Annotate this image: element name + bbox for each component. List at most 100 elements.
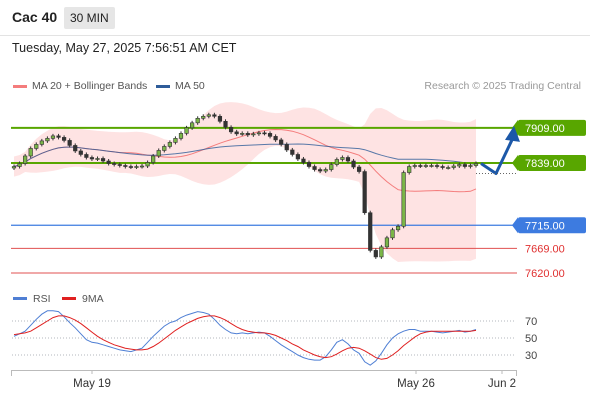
- candle-body-26: [156, 150, 161, 157]
- rsi-legend-ma: 9MA: [82, 293, 104, 305]
- candle-body-75: [429, 165, 434, 167]
- candle-body-24: [145, 162, 150, 167]
- candle-body-76: [434, 165, 440, 167]
- candle-body-52: [301, 158, 306, 163]
- candle-body-22: [134, 166, 139, 168]
- timestamp: Tuesday, May 27, 2025 7:56:51 AM CET: [12, 41, 237, 55]
- symbol-title: Cac 40: [12, 9, 58, 25]
- candle-body-25: [151, 155, 156, 163]
- x-axis: May 19 May 26 Jun 2: [11, 370, 517, 390]
- rsi-reference-lines: 70 50 30: [12, 316, 537, 362]
- candle-body-9: [61, 137, 67, 141]
- candle-body-50: [290, 149, 295, 155]
- x-axis-labels: May 19 May 26 Jun 2: [73, 370, 516, 390]
- candle-body-32: [190, 122, 195, 129]
- level-pointer-2: [512, 217, 518, 234]
- candle-body-44: [256, 132, 262, 135]
- candle-body-49: [284, 144, 289, 151]
- candle-body-14: [89, 157, 95, 160]
- candle-body-5: [39, 140, 44, 145]
- candle-body-68: [390, 229, 395, 239]
- rsi-panel: 70 50 30 RSI 9MA: [12, 293, 537, 366]
- candle-body-30: [178, 133, 184, 139]
- research-credit: Research © 2025 Trading Central: [424, 80, 581, 92]
- header-divider: [0, 35, 590, 36]
- candle-body-16: [100, 158, 106, 162]
- ma50-line: [13, 143, 477, 167]
- candle-body-47: [273, 136, 278, 141]
- candle-body-69: [395, 225, 401, 231]
- candle-body-7: [50, 135, 56, 139]
- rsi-ref-label-30: 30: [525, 350, 537, 362]
- level-pointer-1: [512, 155, 518, 171]
- candle-body-23: [139, 165, 145, 168]
- candle-body-42: [245, 133, 250, 136]
- level-box-0: [518, 119, 586, 136]
- ma50-swatch: [156, 84, 170, 88]
- candle-body-70: [401, 172, 406, 227]
- forecast-arrow-head: [505, 125, 520, 142]
- candle-body-43: [251, 133, 256, 136]
- bollinger-swatch: [13, 84, 27, 88]
- level-label-0: 7909.00: [525, 123, 565, 135]
- candle-body-64: [368, 212, 373, 251]
- candle-body-39: [228, 127, 234, 133]
- candle-body-13: [84, 154, 89, 158]
- candle-body-0: [11, 166, 17, 169]
- candle-body-2: [23, 155, 28, 164]
- candle-body-4: [34, 144, 39, 149]
- level-box-2: [518, 217, 586, 234]
- candle-body-40: [234, 131, 239, 135]
- candle-body-56: [323, 169, 328, 172]
- candle-body-65: [373, 250, 378, 258]
- price-levels: 7909.00 7839.00 7715.00 7669.00 7620.00: [11, 119, 586, 280]
- candle-body-79: [451, 165, 456, 168]
- candle-body-3: [28, 148, 33, 157]
- candle-body-63: [362, 171, 367, 214]
- candle-body-28: [167, 142, 172, 147]
- candle-body-31: [184, 127, 189, 134]
- candle-body-18: [112, 163, 117, 165]
- candle-body-59: [340, 157, 345, 160]
- candle-body-41: [240, 133, 245, 135]
- candle-body-66: [379, 246, 384, 258]
- candle-body-11: [73, 145, 78, 152]
- candle-body-34: [201, 115, 206, 119]
- level-label-4: 7620.00: [525, 268, 565, 280]
- candle-body-54: [312, 166, 317, 170]
- candles: [11, 112, 479, 259]
- candle-body-83: [473, 163, 479, 166]
- candle-body-61: [351, 160, 356, 168]
- rsi-legend-rsi: RSI: [33, 293, 51, 305]
- candle-body-21: [128, 166, 133, 168]
- candle-body-67: [384, 237, 390, 248]
- candle-body-17: [106, 160, 111, 164]
- price-panel: 7909.00 7839.00 7715.00 7669.00 7620.00: [11, 102, 586, 280]
- legend-ma50-label: MA 50: [175, 80, 205, 92]
- candle-body-38: [223, 121, 228, 128]
- legend-bollinger-label: MA 20 + Bollinger Bands: [32, 80, 148, 92]
- level-box-1: [518, 155, 586, 171]
- candle-body-72: [412, 165, 417, 167]
- level-label-2: 7715.00: [525, 220, 565, 232]
- candle-body-1: [17, 163, 22, 167]
- candle-body-55: [318, 169, 323, 172]
- timeframe-button[interactable]: 30 MIN: [64, 7, 115, 29]
- level-label-3: 7669.00: [525, 243, 565, 255]
- legend-bollinger: MA 20 + Bollinger Bands: [13, 80, 147, 92]
- candle-body-27: [162, 146, 167, 151]
- candle-body-73: [418, 165, 423, 167]
- candle-body-19: [117, 164, 122, 166]
- x-label-2: Jun 2: [488, 378, 516, 390]
- rsi-ref-label-50: 50: [525, 333, 537, 345]
- candle-body-20: [123, 165, 128, 167]
- candle-body-77: [440, 166, 445, 168]
- rsi-ref-label-70: 70: [525, 316, 537, 328]
- bollinger-band: [14, 102, 476, 262]
- candle-body-33: [195, 117, 200, 124]
- level-pointer-0: [512, 119, 518, 136]
- rsi-line: [13, 310, 477, 366]
- candle-body-58: [334, 159, 339, 165]
- candle-body-48: [279, 139, 284, 145]
